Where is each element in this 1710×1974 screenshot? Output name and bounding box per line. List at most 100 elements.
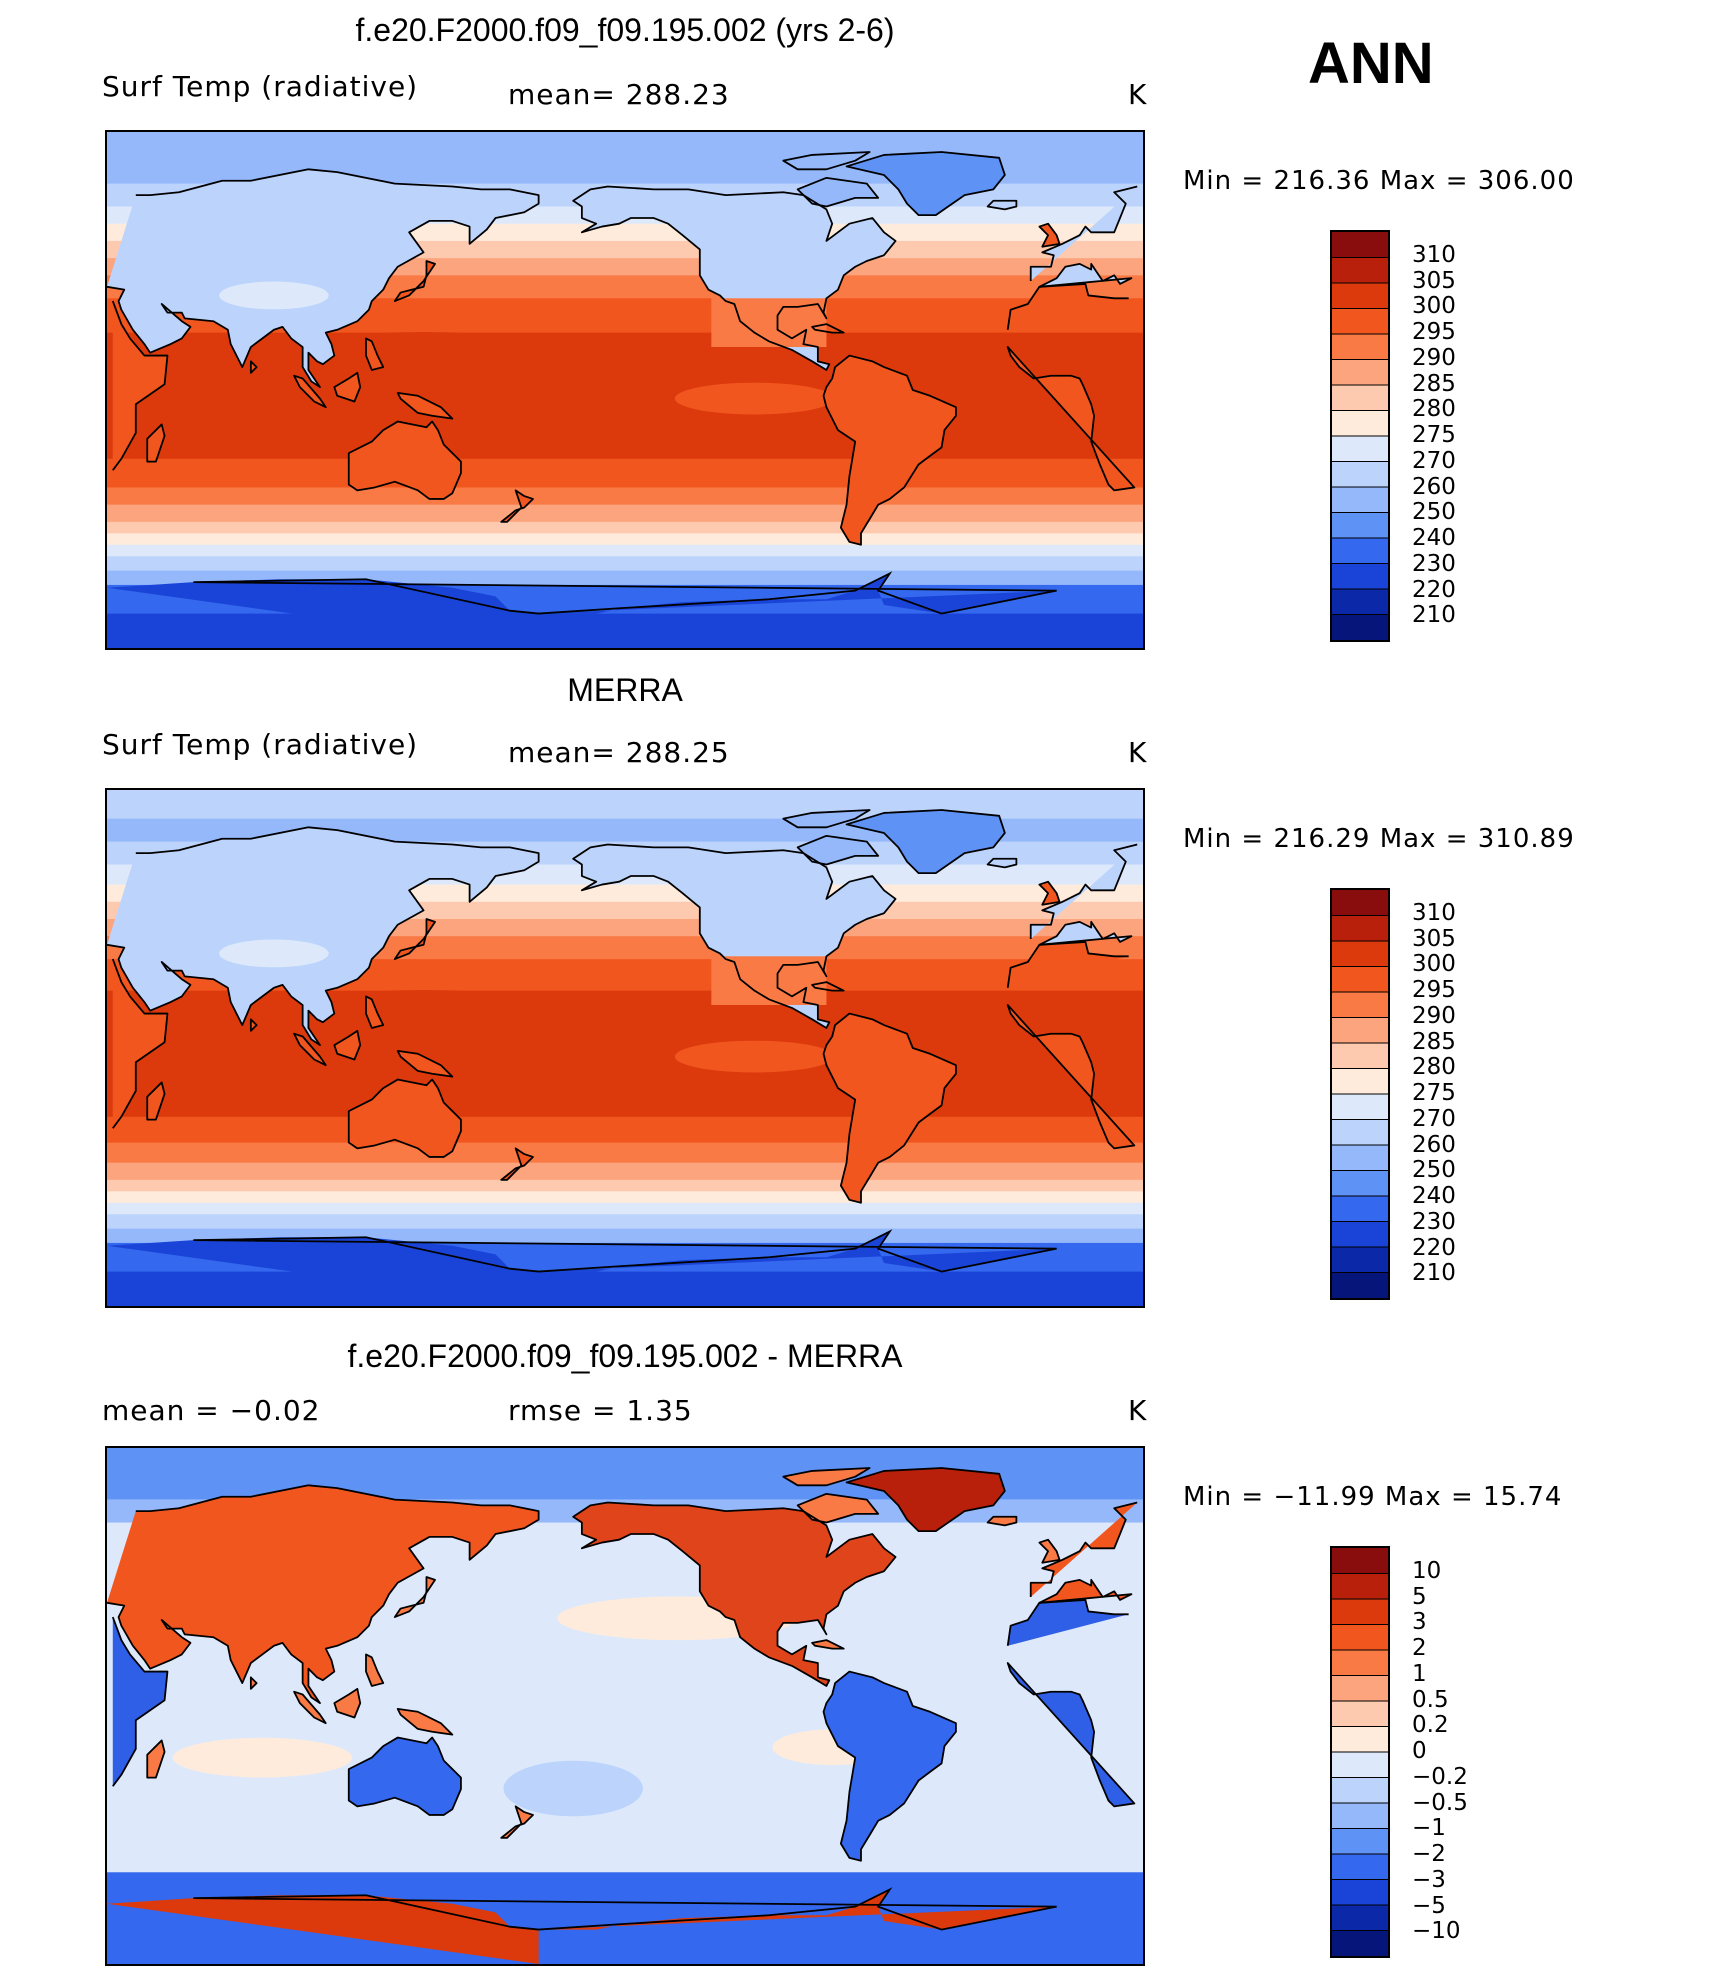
colorbar-tick-label: 275 <box>1412 422 1456 448</box>
variable-label-model: Surf Temp (radiative) <box>102 70 419 103</box>
land-fill-japan <box>394 1577 436 1618</box>
coastline-eurasia <box>107 1484 1138 1705</box>
field-speckle <box>781 1688 791 1698</box>
coastline-newguinea <box>396 1707 454 1736</box>
colorbar-box <box>1332 614 1388 640</box>
land-fill-antarctica <box>107 1889 1057 1964</box>
land-fill-greenland <box>846 1468 1005 1532</box>
field-speckle <box>933 1779 945 1791</box>
land-fill-japan <box>394 919 436 960</box>
panel-title-diff: f.e20.F2000.f09_f09.195.002 - MERRA <box>347 1338 903 1374</box>
colorbar-box <box>1332 1043 1388 1069</box>
field-speckle <box>170 1775 182 1787</box>
field-speckle <box>1068 1683 1074 1689</box>
field-speckle <box>673 1770 681 1778</box>
field-speckle <box>536 1703 542 1709</box>
colorbar-tick-label: −0.2 <box>1412 1763 1468 1790</box>
colorbar-box <box>1332 1777 1388 1804</box>
field-speckle <box>1127 1794 1141 1808</box>
colorbar-tick-label: 260 <box>1412 473 1456 500</box>
colorbar-tick-label: 220 <box>1412 1234 1456 1261</box>
colorbar-box <box>1332 436 1388 462</box>
field-speckle <box>220 1691 230 1701</box>
field-speckle <box>854 1772 868 1786</box>
field-band <box>107 1116 1143 1144</box>
coastline-samerica <box>822 1670 957 1862</box>
colorbar-box <box>1332 1247 1388 1273</box>
field-speckle <box>399 1725 407 1733</box>
land-fill-madagascar <box>147 1740 165 1778</box>
field-band <box>107 1271 1143 1306</box>
field-speckle <box>910 1661 916 1667</box>
coastline-japan <box>393 918 436 960</box>
field-speckle <box>1004 1675 1012 1683</box>
colorbar-box <box>1332 915 1388 942</box>
field-speckle <box>278 1775 288 1785</box>
field-speckle <box>480 1803 494 1817</box>
map-obs <box>105 788 1145 1308</box>
land-fill-samerica <box>823 1013 956 1203</box>
field-speckle <box>262 1775 268 1781</box>
colorbar-tick-label: 0.2 <box>1412 1712 1449 1739</box>
field-speckle <box>487 1752 499 1764</box>
colorbar-box <box>1332 1548 1388 1574</box>
colorbar-tick-label: 210 <box>1412 602 1456 629</box>
field-speckle <box>953 1742 959 1748</box>
field-speckle <box>1091 1643 1103 1655</box>
field-mexico <box>711 298 827 347</box>
colorbar-tick-label: 240 <box>1412 1183 1456 1209</box>
coastline-uk <box>1038 880 1061 906</box>
coastline-ellesmere <box>782 809 871 829</box>
coastline-madagascar <box>146 1081 166 1121</box>
field-speckle <box>521 1680 527 1686</box>
land-fill-africa <box>112 941 1135 1149</box>
coastline-cuba <box>811 1639 845 1650</box>
coastline-uk <box>1038 1538 1061 1564</box>
colorbar-tick-label: 275 <box>1412 1080 1456 1106</box>
colorbar-tick-label: 230 <box>1412 1208 1456 1235</box>
colorbar-box <box>1332 966 1388 993</box>
field-band <box>107 1202 1143 1215</box>
colorbar-box <box>1332 1803 1388 1829</box>
field-speckle <box>213 1704 225 1716</box>
coastline-srilanka <box>249 1676 258 1690</box>
colorbar-tick-label: −5 <box>1412 1892 1446 1919</box>
colorbar-box <box>1332 890 1388 916</box>
colorbar-tick-label: −3 <box>1412 1866 1446 1893</box>
field-band <box>107 1214 1143 1230</box>
field-speckle <box>1061 1678 1069 1686</box>
coastline-antarctica <box>193 571 1057 615</box>
coastline-japan <box>393 1576 436 1618</box>
colorbar-box <box>1332 1145 1388 1171</box>
colorbar-box <box>1332 1752 1388 1778</box>
field-speckle <box>140 1692 148 1700</box>
field-speckle <box>752 1789 758 1795</box>
colorbar-box <box>1332 992 1388 1018</box>
land-fill-sumatra <box>294 1691 326 1724</box>
coastline-iceland <box>986 857 1018 869</box>
coastline-borneo <box>333 371 362 403</box>
coastline-philippines <box>365 1653 385 1687</box>
field-speckle <box>147 1610 153 1616</box>
field-speckle <box>696 1630 710 1644</box>
field-blob <box>503 1760 643 1817</box>
land-fill-newguinea <box>397 392 453 419</box>
coastline-eurasia <box>107 168 1138 389</box>
colorbar-box <box>1332 232 1388 258</box>
field-speckle <box>824 1670 834 1680</box>
field-speckle <box>422 1639 436 1653</box>
field-speckle <box>328 1604 340 1616</box>
land-fill-antarctica <box>107 573 1057 648</box>
field-band <box>107 556 1143 572</box>
land-fill-africa <box>112 283 1135 491</box>
colorbar-tick-label: −10 <box>1412 1918 1461 1945</box>
field-band <box>107 533 1143 546</box>
field-band <box>107 433 1143 460</box>
land-fill-newguinea <box>397 1708 453 1735</box>
field-speckle <box>493 1712 503 1722</box>
field-speckle <box>1119 1766 1127 1774</box>
mean-label-model: mean= 288.23 <box>508 78 730 111</box>
land-fill-uk <box>1039 223 1060 247</box>
field-speckle <box>753 1719 767 1733</box>
field-speckle <box>335 1672 345 1682</box>
